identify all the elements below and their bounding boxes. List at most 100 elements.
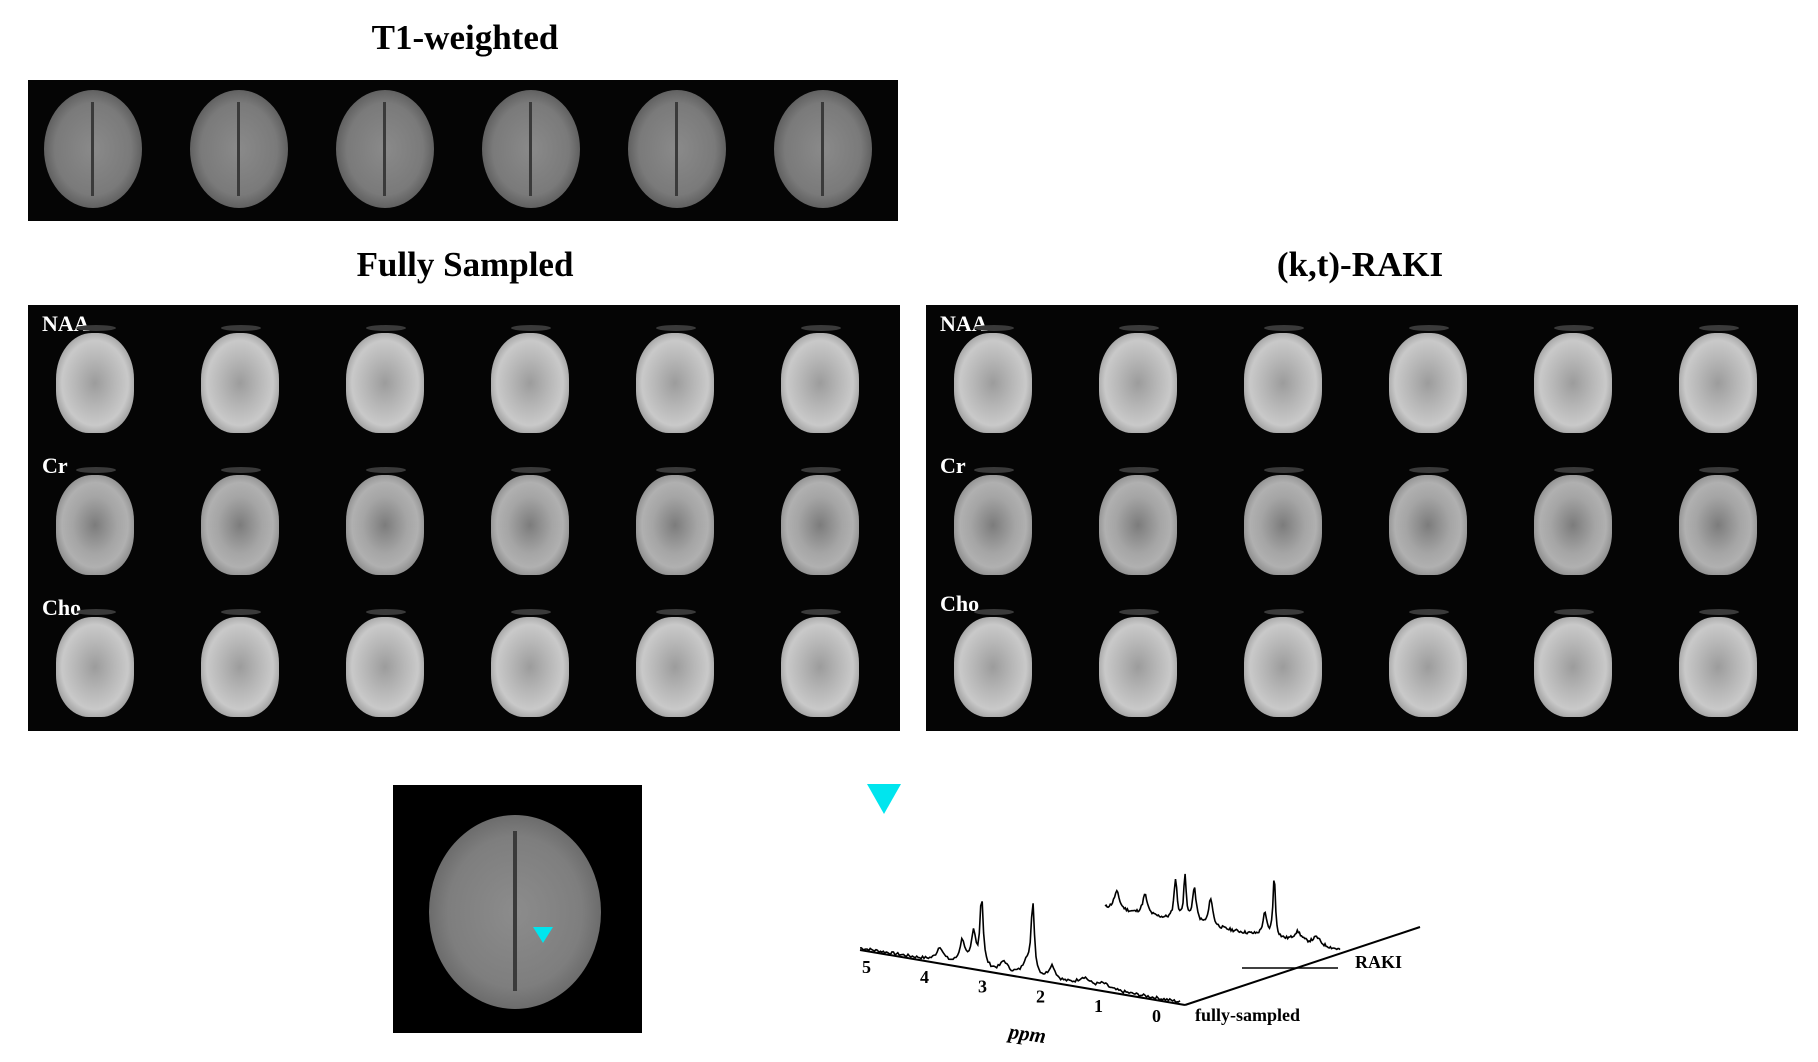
map-slice-scalp: [1264, 609, 1304, 615]
metabolite-map-slice: [781, 333, 859, 433]
raki-title: (k,t)-RAKI: [1276, 245, 1444, 284]
metabolite-map-slice: [1389, 475, 1467, 575]
x-tick-label: 1: [1094, 996, 1103, 1016]
map-slice-scalp: [221, 325, 261, 331]
metabolite-map-slice: [636, 617, 714, 717]
metabolite-map-slice: [954, 475, 1032, 575]
map-slice-scalp: [1554, 609, 1594, 615]
raki-maps: NAA Cr Cho: [926, 305, 1798, 731]
map-slice-scalp: [366, 325, 406, 331]
metabolite-map-slice: [346, 475, 424, 575]
t1-slice: [628, 90, 726, 208]
map-slice-scalp: [1409, 325, 1449, 331]
t1-title: T1-weighted: [371, 18, 559, 57]
map-slice-scalp: [511, 467, 551, 473]
t1-slice: [190, 90, 288, 208]
metabolite-map-slice: [1099, 617, 1177, 717]
metabolite-map-slice: [636, 475, 714, 575]
metabolite-map-slice: [56, 333, 134, 433]
map-slice-scalp: [1409, 467, 1449, 473]
metabolite-map-slice: [1099, 333, 1177, 433]
metabolite-label-cho: Cho: [42, 595, 82, 620]
map-slice-scalp: [76, 609, 116, 615]
metabolite-map-slice: [1244, 617, 1322, 717]
metabolite-map-slice: [954, 333, 1032, 433]
metabolite-label-cr: Cr: [940, 453, 966, 478]
metabolite-map-slice: [1679, 617, 1757, 717]
map-slice-scalp: [801, 609, 841, 615]
metabolite-map-slice: [1389, 333, 1467, 433]
x-tick-label: 0: [1152, 1006, 1161, 1026]
metabolite-map-slice: [1099, 475, 1177, 575]
metabolite-map-slice: [56, 617, 134, 717]
map-slice-scalp: [1699, 609, 1739, 615]
map-slice-scalp: [1264, 325, 1304, 331]
reference-midline: [513, 831, 517, 991]
metabolite-map-slice: [201, 333, 279, 433]
metabolite-map-slice: [56, 475, 134, 575]
t1-slice: [774, 90, 872, 208]
fully-sampled-maps: NAA Cr Cho: [28, 305, 900, 731]
metabolite-label-naa: NAA: [42, 311, 90, 336]
map-slice-scalp: [656, 467, 696, 473]
metabolite-map-slice: [1534, 617, 1612, 717]
map-slice-scalp: [656, 609, 696, 615]
fully-sampled-title: Fully Sampled: [356, 245, 574, 284]
x-tick-label: 2: [1036, 986, 1045, 1006]
map-slice-scalp: [511, 609, 551, 615]
metabolite-map-slice: [491, 333, 569, 433]
raki-spectrum-line: [1104, 873, 1341, 951]
voxel-marker-icon: [533, 927, 553, 943]
map-slice-scalp: [1119, 467, 1159, 473]
depth-axis: [1184, 926, 1421, 1006]
map-slice-scalp: [76, 467, 116, 473]
map-slice-scalp: [221, 609, 261, 615]
metabolite-map-slice: [781, 475, 859, 575]
metabolite-map-slice: [954, 617, 1032, 717]
map-slice-scalp: [1554, 325, 1594, 331]
metabolite-map-slice: [1389, 617, 1467, 717]
metabolite-map-slice: [1679, 475, 1757, 575]
metabolite-map-slice: [201, 475, 279, 575]
x-axis: [859, 949, 1186, 1006]
map-slice-scalp: [656, 325, 696, 331]
map-slice-scalp: [974, 609, 1014, 615]
metabolite-map-slice: [346, 617, 424, 717]
map-slice-scalp: [974, 467, 1014, 473]
map-slice-scalp: [366, 467, 406, 473]
series-label-fully-sampled: fully-sampled: [1195, 1005, 1300, 1025]
map-slice-scalp: [1554, 467, 1594, 473]
map-slice-scalp: [1409, 609, 1449, 615]
series-label-raki: RAKI: [1355, 952, 1402, 972]
map-slice-scalp: [511, 325, 551, 331]
map-slice-scalp: [1699, 467, 1739, 473]
t1-slice: [336, 90, 434, 208]
x-tick-label: 5: [862, 957, 871, 977]
t1-slice-strip: [28, 80, 898, 221]
map-slice-scalp: [1699, 325, 1739, 331]
metabolite-map-slice: [346, 333, 424, 433]
map-slice-scalp: [1119, 325, 1159, 331]
metabolite-label-cr: Cr: [42, 453, 68, 478]
reference-t1-image: [393, 785, 642, 1033]
map-slice-scalp: [801, 467, 841, 473]
metabolite-map-slice: [1534, 333, 1612, 433]
marker-legend-icon: [867, 784, 901, 814]
fully-sampled-spectrum-line: [860, 901, 1181, 1003]
spectrum-plot: 5 4 3 2 1 0 ppm fully-sampled RAKI: [859, 873, 1421, 1048]
map-slice-scalp: [1264, 467, 1304, 473]
metabolite-map-slice: [491, 617, 569, 717]
t1-slice: [44, 90, 142, 208]
map-slice-scalp: [76, 325, 116, 331]
map-slice-scalp: [366, 609, 406, 615]
map-slice-scalp: [221, 467, 261, 473]
metabolite-map-slice: [781, 617, 859, 717]
metabolite-map-slice: [636, 333, 714, 433]
metabolite-map-slice: [1534, 475, 1612, 575]
metabolite-map-slice: [201, 617, 279, 717]
metabolite-map-slice: [491, 475, 569, 575]
map-slice-scalp: [974, 325, 1014, 331]
map-slice-scalp: [801, 325, 841, 331]
metabolite-map-slice: [1244, 333, 1322, 433]
metabolite-map-slice: [1244, 475, 1322, 575]
